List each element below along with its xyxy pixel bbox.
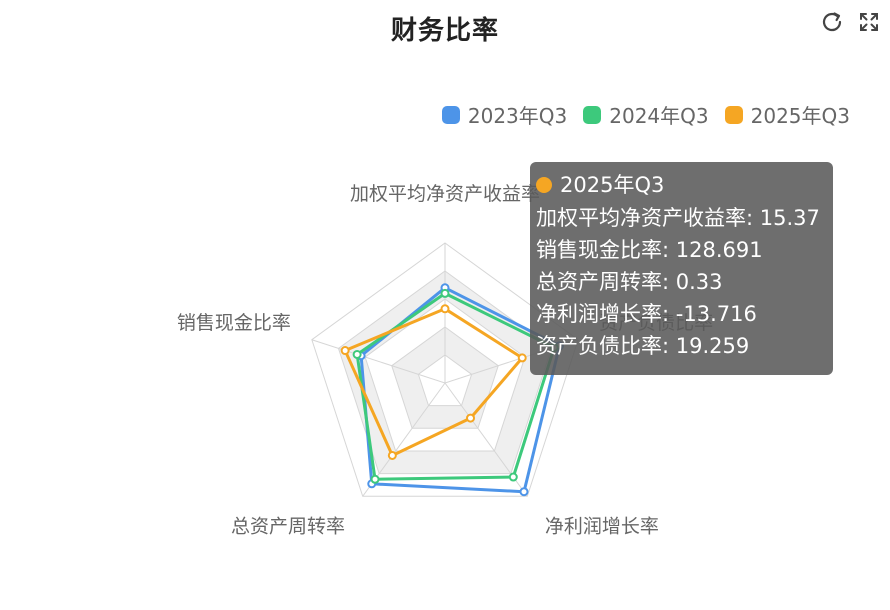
series-point (517, 353, 527, 363)
tooltip-row: 资产负债比率: 19.259 (536, 334, 750, 358)
tooltip-series-dot (536, 177, 552, 193)
legend-item-2023[interactable]: 2023年Q3 (441, 100, 568, 129)
series-point (340, 346, 350, 356)
tooltip-row: 净利润增长率: -13.716 (536, 302, 757, 326)
chart-legend: 2023年Q3 2024年Q3 2025年Q3 (441, 100, 850, 129)
tooltip-row: 总资产周转率: 0.33 (536, 270, 723, 294)
series-point (352, 349, 362, 359)
legend-label-2024: 2024年Q3 (609, 104, 709, 128)
tooltip-row: 销售现金比率: 128.691 (536, 238, 763, 262)
legend-item-2024[interactable]: 2024年Q3 (583, 100, 709, 129)
indicator-label: 销售现金比率 (177, 312, 291, 334)
series-point (440, 304, 450, 314)
tooltip-row-label: 总资产周转率 (536, 270, 662, 294)
tooltip-row-label: 销售现金比率 (536, 238, 662, 262)
tooltip-row: 加权平均净资产收益率: 15.37 (536, 206, 820, 230)
radar-spoke (311, 339, 446, 384)
series-point (387, 450, 397, 460)
series-point (440, 288, 450, 298)
series-point (508, 472, 518, 482)
tooltip-row-label: 加权平均净资产收益率 (536, 206, 746, 230)
tooltip-row-value: 0.33 (675, 270, 723, 294)
indicator-label: 净利润增长率 (545, 516, 659, 538)
tooltip-row-value: -13.716 (675, 302, 757, 326)
legend-swatch-2023 (441, 105, 460, 124)
series-point (370, 474, 380, 484)
tooltip: 2025年Q3 加权平均净资产收益率: 15.37 销售现金比率: 128.69… (530, 162, 833, 375)
chart-title: 财务比率 (390, 16, 499, 46)
legend-swatch-2024 (583, 105, 602, 124)
indicator-label: 总资产周转率 (231, 516, 345, 538)
legend-label-2025: 2025年Q3 (750, 104, 850, 128)
indicator-label: 加权平均净资产收益率 (350, 183, 540, 205)
legend-item-2025[interactable]: 2025年Q3 (724, 100, 850, 129)
tooltip-row-label: 净利润增长率 (536, 302, 662, 326)
tooltip-row-value: 128.691 (675, 238, 763, 262)
tooltip-row-value: 19.259 (675, 334, 750, 358)
legend-label-2023: 2023年Q3 (467, 104, 568, 128)
legend-swatch-2025 (724, 105, 743, 124)
refresh-icon[interactable] (818, 8, 846, 36)
tooltip-row-label: 资产负债比率 (536, 334, 662, 358)
tooltip-header: 2025年Q3 (536, 172, 827, 198)
series-point (519, 487, 529, 497)
series-line-2025年Q3 (343, 307, 524, 457)
series-point (466, 413, 476, 423)
tooltip-series-name: 2025年Q3 (560, 173, 665, 197)
fullscreen-icon[interactable] (855, 8, 883, 36)
tooltip-row-value: 15.37 (759, 206, 820, 230)
